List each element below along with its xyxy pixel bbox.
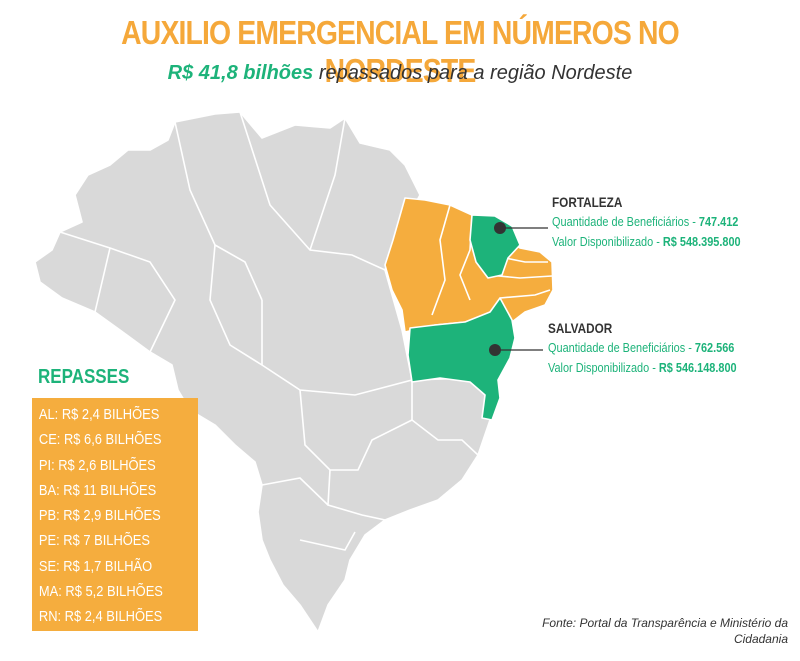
state-ceara <box>469 214 521 279</box>
fortaleza-callout: FORTALEZA Quantidade de Beneficiários - … <box>552 192 741 252</box>
repasses-item: AL: R$ 2,4 BILHÕES <box>38 406 160 423</box>
callout-value-amount: R$ 548.395.800 <box>662 234 741 249</box>
subtitle-highlight: R$ 41,8 bilhões <box>167 62 314 84</box>
repasses-list: AL: R$ 2,4 BILHÕES CE: R$ 6,6 BILHÕES PI… <box>32 398 198 631</box>
repasses-item: PE: R$ 7 BILHÕES <box>38 532 151 550</box>
callout-value: Valor Disponibilizado - R$ 546.148.800 <box>548 358 737 378</box>
brazil-gray-states <box>34 111 501 633</box>
page-subtitle: R$ 41,8 bilhões repassados para a região… <box>0 62 800 85</box>
source-line-2: Cidadania <box>733 632 788 646</box>
callout-value-label: Valor Disponibilizado - <box>548 360 659 375</box>
repasses-item: CE: R$ 6,6 BILHÕES <box>38 431 162 449</box>
callout-value-amount: R$ 546.148.800 <box>658 360 737 375</box>
callout-beneficiaries: Quantidade de Beneficiários - 747.412 <box>552 212 741 232</box>
repasses-item: PI: R$ 2,6 BILHÕES <box>38 456 156 474</box>
callout-city: FORTALEZA <box>552 194 623 210</box>
callout-beneficiaries-value: 762.566 <box>694 340 735 355</box>
callout-city: SALVADOR <box>548 320 613 336</box>
callout-value: Valor Disponibilizado - R$ 548.395.800 <box>552 232 741 252</box>
fortaleza-marker <box>494 222 548 234</box>
salvador-marker <box>489 344 543 356</box>
state-bahia <box>407 297 516 421</box>
nordeste-orange-states <box>384 197 554 333</box>
callout-value-label: Valor Disponibilizado - <box>552 234 663 249</box>
callout-beneficiaries: Quantidade de Beneficiários - 762.566 <box>548 338 737 358</box>
source-line-1: Fonte: Portal da Transparência e Ministé… <box>542 616 788 630</box>
page-title: AUXILIO EMERGENCIAL EM NÚMEROS NO NORDES… <box>121 14 680 89</box>
repasses-item: RN: R$ 2,4 BILHÕES <box>38 608 163 626</box>
state-borders <box>59 111 479 551</box>
repasses-title: REPASSES <box>38 366 130 388</box>
repasses-item: BA: R$ 11 BILHÕES <box>38 481 157 499</box>
callout-beneficiaries-label: Quantidade de Beneficiários - <box>548 340 695 355</box>
source-note: Fonte: Portal da Transparência e Ministé… <box>508 615 788 647</box>
subtitle-text: repassados para a região Nordeste <box>313 62 633 84</box>
salvador-callout: SALVADOR Quantidade de Beneficiários - 7… <box>548 318 737 378</box>
callout-beneficiaries-value: 747.412 <box>698 214 739 229</box>
repasses-item: MA: R$ 5,2 BILHÕES <box>38 583 163 601</box>
callout-beneficiaries-label: Quantidade de Beneficiários - <box>552 214 699 229</box>
repasses-item: SE: R$ 1,7 BILHÃO <box>38 557 153 575</box>
repasses-item: PB: R$ 2,9 BILHÕES <box>38 507 161 525</box>
